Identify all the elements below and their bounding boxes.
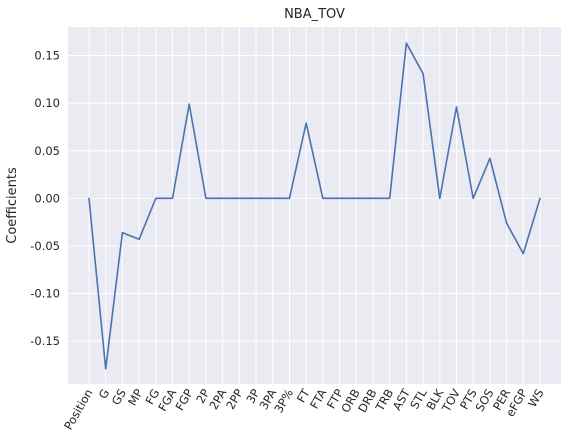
x-tick-label: FGP bbox=[172, 386, 195, 413]
x-tick-label: MP bbox=[125, 386, 146, 408]
x-tick-label: 3P% bbox=[271, 386, 296, 415]
y-tick-label: -0.10 bbox=[30, 287, 60, 301]
plot-background bbox=[68, 27, 561, 384]
x-ticks: Position GGSMPFGFGAFGP2P2PA2PP3P3PA3P%FTF… bbox=[61, 386, 547, 433]
x-tick-label: 2P bbox=[193, 386, 212, 405]
chart-title: NBA_TOV bbox=[284, 7, 345, 22]
y-tick-label: 0.00 bbox=[34, 191, 60, 205]
y-ticks: -0.15 -0.10 -0.05 0.00 0.05 0.10 0.15 bbox=[30, 49, 60, 349]
y-tick-label: -0.05 bbox=[30, 239, 60, 253]
x-tick-label: 3P bbox=[243, 386, 262, 405]
y-tick-label: -0.15 bbox=[30, 334, 60, 348]
y-tick-label: 0.15 bbox=[34, 49, 60, 63]
x-tick-label: Position bbox=[61, 387, 96, 433]
y-tick-label: 0.10 bbox=[34, 96, 60, 110]
x-tick-label: WS bbox=[525, 387, 546, 410]
y-axis-label: Coefficients bbox=[5, 167, 20, 244]
series-layer bbox=[88, 42, 541, 370]
grid bbox=[68, 27, 561, 384]
y-tick-label: 0.05 bbox=[34, 144, 60, 158]
series-line bbox=[88, 42, 541, 370]
x-tick-label: GS bbox=[109, 387, 129, 408]
x-tick-label: FG bbox=[143, 387, 163, 407]
